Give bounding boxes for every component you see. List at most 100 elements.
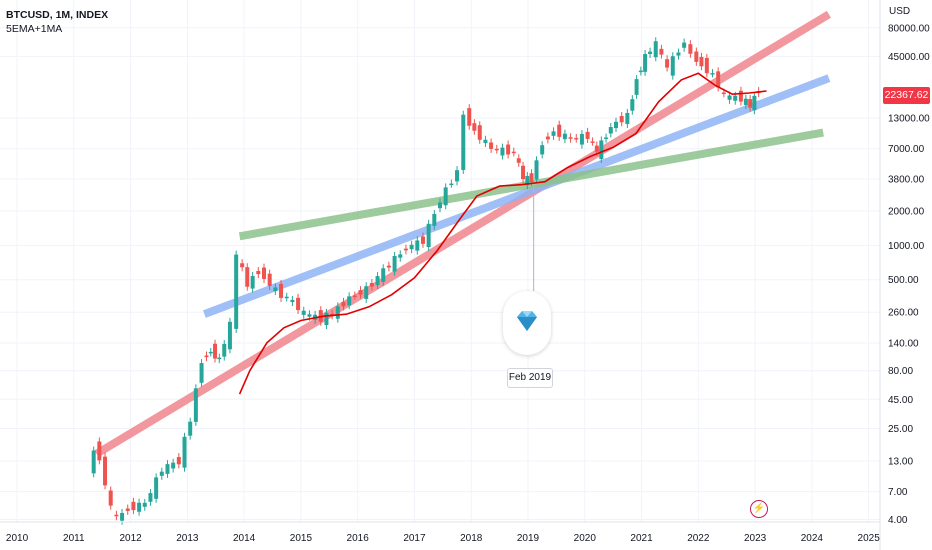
candle-body bbox=[222, 343, 227, 357]
candle-body bbox=[511, 151, 516, 154]
candle-body bbox=[516, 158, 521, 163]
date-callout-label: Feb 2019 bbox=[507, 368, 553, 388]
candle-body bbox=[324, 312, 329, 326]
symbol-label[interactable]: BTCUSD, 1M, INDEX bbox=[6, 9, 109, 21]
y-tick-label: 13000.00 bbox=[888, 113, 930, 124]
candle-body bbox=[604, 137, 609, 140]
candle-body bbox=[665, 59, 670, 68]
candle-body bbox=[506, 144, 511, 155]
candle-body bbox=[500, 147, 505, 156]
candle-body bbox=[682, 42, 687, 48]
candle-body bbox=[494, 148, 499, 151]
candle-body bbox=[562, 133, 567, 140]
candle-body bbox=[438, 202, 442, 209]
candle-body bbox=[574, 137, 579, 140]
x-tick-label: 2012 bbox=[119, 533, 142, 544]
candle-body bbox=[318, 310, 323, 322]
candle-body bbox=[256, 270, 261, 275]
candle-body bbox=[568, 137, 573, 139]
candle-body bbox=[176, 457, 181, 465]
x-tick-label: 2010 bbox=[6, 533, 29, 544]
y-tick-label: 3800.00 bbox=[888, 175, 925, 186]
x-tick-label: 2020 bbox=[574, 533, 597, 544]
candle-body bbox=[91, 450, 96, 474]
candle-body bbox=[131, 501, 136, 511]
y-tick-label: 80000.00 bbox=[888, 23, 930, 34]
candle-body bbox=[154, 477, 159, 499]
y-tick-label: 25.00 bbox=[888, 424, 913, 435]
candle-body bbox=[307, 314, 312, 317]
y-tick-label: 7.00 bbox=[888, 487, 908, 498]
y-tick-label: 1000.00 bbox=[888, 241, 925, 252]
candle-body bbox=[743, 98, 748, 105]
price-axis[interactable]: 80000.00 45000.00 13000.00 7000.00 3800.00 20… bbox=[879, 0, 930, 550]
candle-body bbox=[290, 299, 295, 303]
candle-body bbox=[653, 41, 658, 58]
lightning-icon[interactable]: ⚡ bbox=[750, 500, 768, 518]
candle-body bbox=[449, 183, 454, 186]
red-trendline bbox=[94, 10, 831, 458]
candle-body bbox=[245, 267, 250, 287]
candle-body bbox=[733, 95, 738, 101]
candle-body bbox=[432, 214, 437, 226]
indicator-label[interactable]: 5EMA+1MA bbox=[6, 23, 63, 35]
candle-body bbox=[704, 57, 709, 74]
candle-body bbox=[159, 471, 164, 476]
candle-body bbox=[301, 310, 306, 315]
candle-body bbox=[240, 263, 245, 268]
candle-body bbox=[369, 282, 374, 287]
diamond-marker-bubble[interactable] bbox=[503, 291, 551, 355]
candle-body bbox=[752, 95, 757, 111]
candle-body bbox=[386, 265, 391, 268]
candle-body bbox=[193, 388, 198, 422]
y-tick-label: 500.00 bbox=[888, 275, 919, 286]
y-tick-label: 4.00 bbox=[888, 515, 908, 526]
moving-average-line bbox=[238, 72, 767, 395]
candle-body bbox=[250, 276, 255, 289]
candle-body bbox=[335, 306, 340, 319]
candle-body bbox=[142, 502, 147, 507]
candle-body bbox=[204, 355, 209, 358]
chart-legend: BTCUSD, 1M, INDEX 5EMA+1MA bbox=[6, 8, 108, 36]
y-tick-label: 260.00 bbox=[888, 308, 919, 319]
candle-body bbox=[630, 99, 635, 111]
y-tick-label: 80.00 bbox=[888, 366, 913, 377]
y-tick-label: 7000.00 bbox=[888, 144, 925, 155]
candle-body bbox=[608, 127, 613, 134]
candle-body bbox=[148, 493, 153, 502]
candle-body bbox=[619, 116, 624, 123]
x-tick-label: 2011 bbox=[63, 533, 85, 544]
candle-body bbox=[467, 108, 472, 126]
candle-body bbox=[347, 296, 352, 306]
candle-body bbox=[594, 145, 599, 152]
y-tick-label: 45000.00 bbox=[888, 52, 930, 63]
candle-body bbox=[188, 421, 193, 436]
candle-body bbox=[234, 254, 239, 329]
blue-trendline bbox=[202, 74, 831, 318]
candle-body bbox=[262, 267, 266, 279]
candlesticks bbox=[91, 37, 761, 525]
candle-body bbox=[461, 114, 466, 170]
candle-body bbox=[165, 464, 170, 474]
candle-body bbox=[540, 145, 545, 155]
x-tick-label: 2014 bbox=[233, 533, 256, 544]
time-axis[interactable]: 2010 2011 2012 2013 2014 2015 2016 2017 2018 2019… bbox=[0, 521, 880, 544]
grid bbox=[0, 0, 880, 522]
candle-body bbox=[525, 176, 530, 186]
last-price-tag: 22367.62 bbox=[883, 87, 930, 104]
candle-body bbox=[483, 139, 488, 144]
currency-label: USD bbox=[889, 6, 911, 17]
candle-body bbox=[358, 290, 363, 295]
candle-body bbox=[489, 142, 494, 149]
candle-body bbox=[472, 123, 477, 131]
x-tick-label: 2019 bbox=[517, 533, 540, 544]
candle-body bbox=[643, 54, 648, 72]
candle-body bbox=[296, 297, 301, 311]
candle-body bbox=[638, 70, 643, 73]
candle-body bbox=[738, 90, 743, 102]
candle-body bbox=[676, 52, 681, 56]
candle-body bbox=[375, 276, 380, 286]
candle-body bbox=[579, 133, 584, 145]
candle-body bbox=[267, 273, 272, 286]
